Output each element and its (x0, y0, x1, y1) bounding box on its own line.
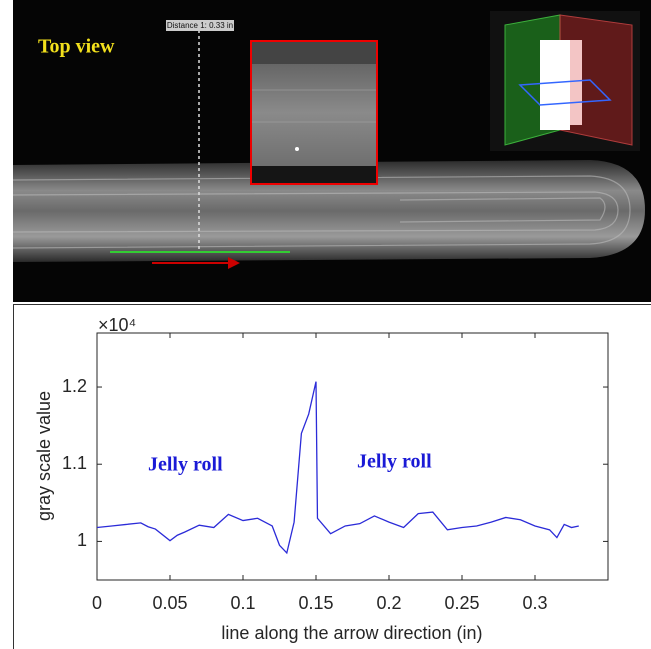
x-tick-label: 0.05 (152, 593, 187, 613)
y-axis-label: gray scale value (34, 391, 54, 521)
annotation: Jelly roll (357, 451, 432, 473)
x-axis-label: line along the arrow direction (in) (221, 623, 482, 643)
x-tick-label: 0.3 (522, 593, 547, 613)
x-tick-label: 0 (92, 593, 102, 613)
y-tick-label: 1.1 (62, 453, 87, 473)
y-multiplier: ×10⁴ (98, 315, 136, 335)
y-tick-label: 1.2 (62, 376, 87, 396)
image-title: Top view (38, 36, 115, 58)
measurement-label: Distance 1: 0.33 in (167, 21, 233, 30)
y-tick-label: 1 (77, 530, 87, 550)
x-tick-label: 0.1 (230, 593, 255, 613)
scan-image: Distance 1: 0.33 in Top view (13, 0, 651, 302)
x-tick-label: 0.25 (444, 593, 479, 613)
x-tick-label: 0.15 (298, 593, 333, 613)
x-tick-label: 0.2 (376, 593, 401, 613)
annotation: Jelly roll (148, 454, 223, 476)
page: Distance 1: 0.33 in Top view ×10⁴ line a… (0, 0, 651, 649)
